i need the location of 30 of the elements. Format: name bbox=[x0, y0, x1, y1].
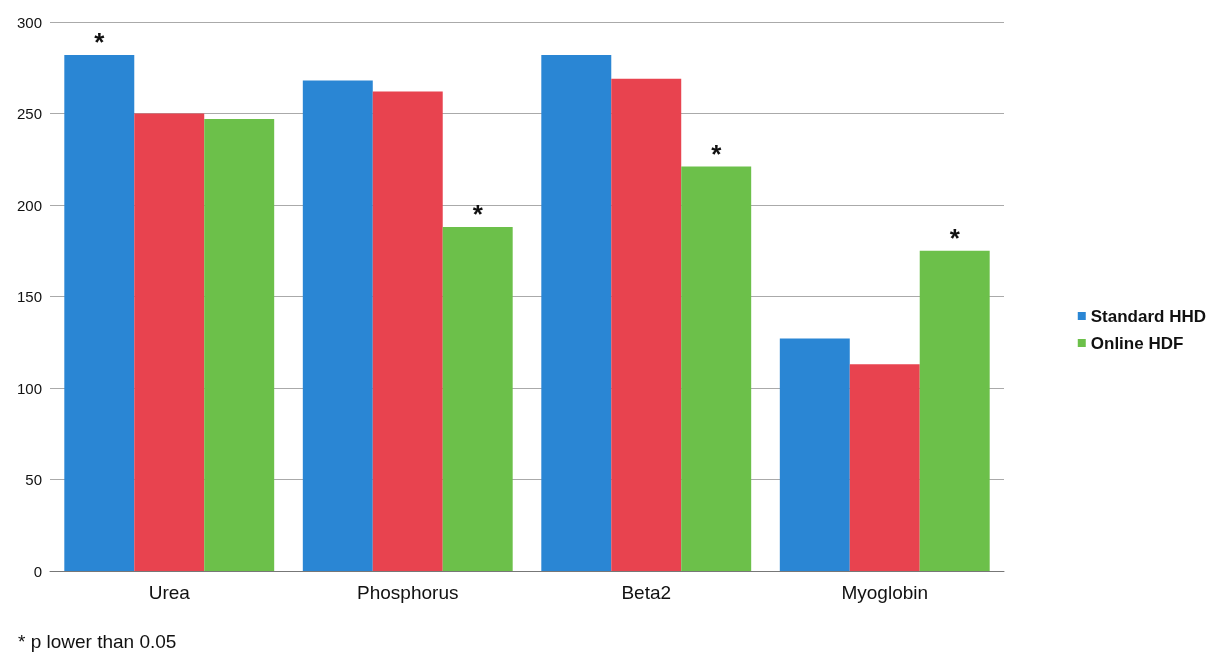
data-label: * bbox=[711, 138, 723, 169]
data-label: * bbox=[949, 222, 961, 253]
bar bbox=[442, 226, 513, 571]
bar bbox=[919, 250, 990, 571]
legend-label: Online HDF bbox=[1090, 333, 1184, 353]
x-tick-label: Myoglobin bbox=[841, 582, 929, 603]
y-tick-label: 200 bbox=[16, 196, 42, 214]
bar bbox=[541, 54, 612, 571]
y-tick-label: 250 bbox=[16, 105, 42, 122]
y-tick-label: 150 bbox=[16, 288, 42, 305]
bar bbox=[849, 364, 920, 571]
bar bbox=[681, 166, 752, 571]
y-tick-label: 0 bbox=[33, 562, 42, 580]
x-tick-label: Urea bbox=[148, 582, 191, 603]
data-label: * bbox=[94, 26, 106, 57]
y-tick-label: 300 bbox=[16, 13, 42, 31]
bar bbox=[372, 91, 443, 571]
bar bbox=[204, 118, 275, 571]
legend-label: Standard HHD bbox=[1090, 306, 1206, 326]
data-label: * bbox=[472, 198, 484, 229]
y-tick-label: 100 bbox=[16, 379, 42, 397]
y-tick-label: 50 bbox=[25, 471, 42, 488]
bar bbox=[134, 113, 205, 571]
text: * p lower than 0.05 bbox=[18, 631, 177, 652]
bar bbox=[611, 78, 682, 571]
bar bbox=[302, 80, 373, 571]
x-tick-label: Beta2 bbox=[621, 582, 672, 603]
bar bbox=[64, 54, 135, 571]
bar bbox=[779, 338, 850, 571]
x-tick-label: Phosphorus bbox=[357, 582, 459, 603]
